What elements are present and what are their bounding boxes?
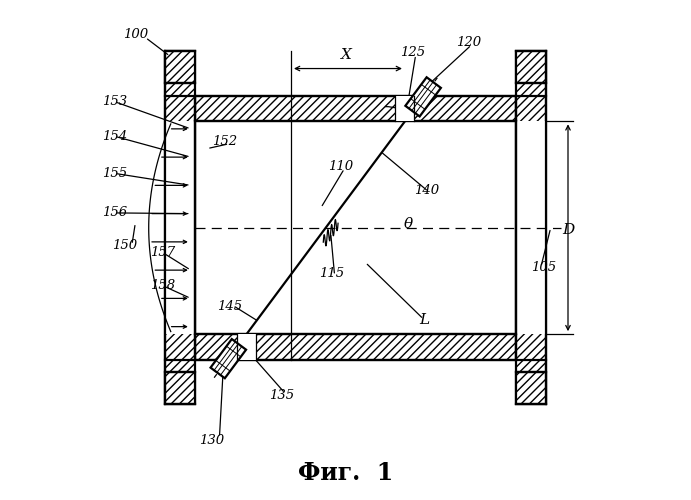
Polygon shape xyxy=(211,339,246,378)
Bar xyxy=(516,372,546,404)
Polygon shape xyxy=(406,78,441,116)
Text: L: L xyxy=(419,313,430,327)
Text: 110: 110 xyxy=(328,160,353,173)
Bar xyxy=(195,334,516,360)
Bar xyxy=(195,122,516,334)
Text: 150: 150 xyxy=(112,238,137,252)
Text: 140: 140 xyxy=(415,184,439,197)
Bar xyxy=(395,96,414,122)
Bar xyxy=(516,51,546,405)
Text: θ: θ xyxy=(404,217,413,231)
Text: 157: 157 xyxy=(150,246,175,259)
Text: 145: 145 xyxy=(217,300,242,314)
Bar xyxy=(516,51,546,84)
Bar xyxy=(237,334,256,360)
Text: 153: 153 xyxy=(102,95,127,108)
Text: 100: 100 xyxy=(123,28,148,42)
Text: 120: 120 xyxy=(457,36,482,49)
Text: 125: 125 xyxy=(399,46,425,59)
Text: 154: 154 xyxy=(102,130,127,143)
Text: 155: 155 xyxy=(102,167,127,180)
Text: 158: 158 xyxy=(150,279,175,292)
Text: 130: 130 xyxy=(200,434,225,447)
Text: Фиг.  1: Фиг. 1 xyxy=(298,462,393,485)
Text: 135: 135 xyxy=(269,390,294,402)
Text: 156: 156 xyxy=(102,206,127,220)
Text: X: X xyxy=(341,48,352,62)
Bar xyxy=(166,122,194,334)
Text: D: D xyxy=(562,223,574,237)
Text: 152: 152 xyxy=(212,134,237,147)
Text: 105: 105 xyxy=(531,261,556,274)
Bar xyxy=(165,51,195,405)
Text: 115: 115 xyxy=(319,267,344,280)
Bar xyxy=(165,372,195,404)
Bar xyxy=(517,122,545,334)
Bar xyxy=(195,96,516,122)
Bar xyxy=(165,51,195,84)
